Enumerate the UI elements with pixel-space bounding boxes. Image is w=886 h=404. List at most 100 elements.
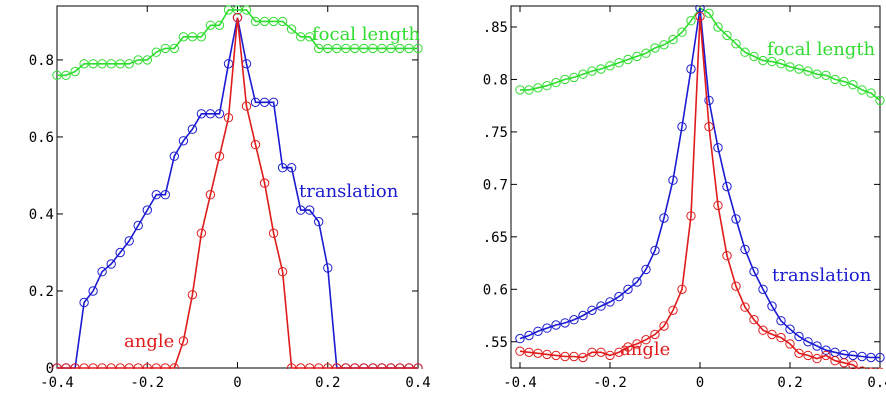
translation-point (605, 297, 615, 307)
translation-point (821, 345, 831, 355)
angle-point (857, 366, 867, 369)
translation-point (731, 214, 741, 224)
translation-point (250, 97, 261, 108)
angle-point (142, 363, 152, 369)
translation-point (632, 277, 642, 287)
focal-length-point (323, 43, 333, 54)
angle-point (659, 321, 669, 331)
x-tick-label: 0.2 (777, 375, 802, 391)
focal-length-point (61, 70, 71, 81)
y-tick-label: 0.4 (29, 207, 54, 223)
focal-length-point (305, 32, 315, 42)
focal-length-point (569, 72, 579, 83)
focal-length-point (106, 59, 116, 69)
translation-point (286, 163, 297, 173)
x-tick-label: 0.4 (867, 375, 886, 391)
focal-length-point (133, 55, 143, 65)
angle-point (812, 353, 822, 364)
focal-length-point (785, 62, 795, 72)
angle-point (533, 348, 543, 358)
translation-point (169, 151, 180, 161)
angle-series-line (519, 16, 861, 369)
focal-length-point (223, 5, 234, 15)
focal-length-point (677, 27, 687, 37)
focal-length-point (731, 39, 741, 49)
angle-series-label: angle (620, 339, 670, 360)
translation-point (785, 324, 795, 334)
translation-point (277, 163, 288, 173)
translation-point (848, 350, 858, 361)
translation-point (650, 245, 660, 256)
translation-point (259, 97, 270, 108)
translation-point (560, 318, 570, 328)
translation-point (677, 122, 687, 132)
angle-point (205, 190, 216, 200)
translation-point (794, 331, 804, 342)
x-tick-label: -0.4 (503, 375, 537, 391)
focal-length-point (88, 59, 98, 69)
y-tick-label: 0.6 (483, 282, 508, 298)
translation-point (551, 320, 561, 330)
angle-point (785, 339, 795, 349)
plot-frame (510, 5, 881, 369)
angle-point (542, 349, 552, 360)
translation-series-label: translation (299, 181, 399, 202)
translation-point (160, 190, 171, 200)
focal-length-point (205, 20, 216, 30)
translation-point (115, 247, 125, 258)
translation-point (767, 301, 777, 311)
angle-point (305, 363, 315, 369)
focal-length-point (314, 43, 324, 54)
angle-point (867, 367, 875, 369)
angle-point (524, 347, 534, 357)
angle-point (623, 342, 633, 352)
angle-point (578, 352, 588, 363)
translation-point (740, 244, 750, 255)
angle-point (515, 346, 525, 356)
y-tick-label: 0 (46, 361, 54, 377)
focal-length-point (524, 85, 534, 95)
angle-point (341, 363, 351, 369)
angle-point (650, 329, 660, 340)
focal-length-point (542, 81, 552, 91)
focal-length-point (704, 8, 714, 18)
translation-series-label: translation (772, 265, 872, 286)
y-tick-label: .85 (483, 20, 508, 36)
focal-length-point (614, 58, 624, 68)
y-tick-label: 0.6 (29, 130, 54, 146)
focal-length-point (776, 59, 786, 69)
translation-point (79, 297, 89, 308)
translation-point (296, 205, 306, 215)
focal-length-point (650, 43, 660, 53)
focal-length-point (196, 32, 207, 42)
y-tick-label: 0.2 (29, 284, 54, 300)
translation-point (668, 175, 678, 185)
angle-point (803, 350, 813, 361)
focal-length-point (368, 43, 378, 54)
translation-point (578, 310, 588, 321)
translation-point (614, 291, 624, 302)
y-tick-label: 0.7 (483, 177, 508, 193)
angle-point (560, 351, 570, 362)
translation-point (803, 337, 813, 347)
x-tick-label: -0.2 (593, 375, 627, 391)
translation-point (106, 259, 116, 269)
angle-point (368, 363, 378, 369)
angle-point (614, 347, 624, 357)
focal-length-point (404, 43, 414, 54)
translation-point (88, 286, 98, 296)
translation-point (713, 143, 723, 153)
focal-length-point (605, 61, 615, 71)
angle-point (395, 363, 405, 369)
angle-point (124, 363, 134, 369)
angle-point (569, 351, 579, 362)
focal-length-point (241, 5, 252, 15)
focal-length-point (296, 32, 306, 42)
translation-point (178, 136, 189, 146)
x-tick-label: 0.4 (405, 375, 430, 391)
left-chart-panel: -0.4 -0.2 0 0.2 0.4 0 0.2 0.4 0.6 0.8 focal length… (29, 5, 431, 391)
focal-length-point (178, 32, 189, 42)
x-tick-label: 0 (696, 375, 704, 391)
focal-length-point (515, 85, 525, 95)
plot-area (52, 5, 423, 369)
